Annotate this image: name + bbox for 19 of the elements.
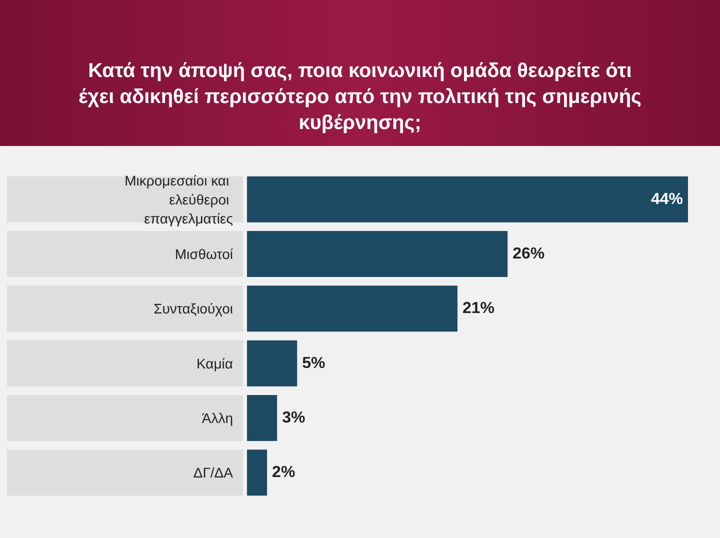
bar (247, 450, 268, 496)
y-tick-label: Συνταξιούχοι (154, 300, 233, 317)
bar (247, 176, 688, 222)
bar (247, 395, 278, 441)
y-tick-label: Καμία (196, 355, 233, 372)
y-tick-label: Μικρομεσαίοι και ελεύθεροι επαγγελματίες (124, 172, 234, 226)
data-label: 44% (650, 190, 683, 208)
data-label: 3% (282, 410, 306, 426)
data-label: 21% (462, 300, 495, 318)
chart-title: Κατά την άποψή σας, ποια κοινωνική ομάδα θεωρείτε ότι έχει αδικηθεί περισσότερο από την πολιτική της σημερινής κυβέρνησης; (78, 59, 642, 136)
bar (247, 340, 298, 386)
y-tick-label: ΔΓ/ΔΑ (193, 464, 234, 481)
y-tick-label: Μισθωτοί (174, 246, 233, 262)
y-tick-label: Άλλη (202, 410, 233, 426)
data-label: 2% (272, 464, 296, 482)
bar (247, 231, 508, 277)
data-label: 5% (302, 354, 326, 372)
data-label: 26% (512, 246, 545, 262)
bar (247, 286, 458, 332)
